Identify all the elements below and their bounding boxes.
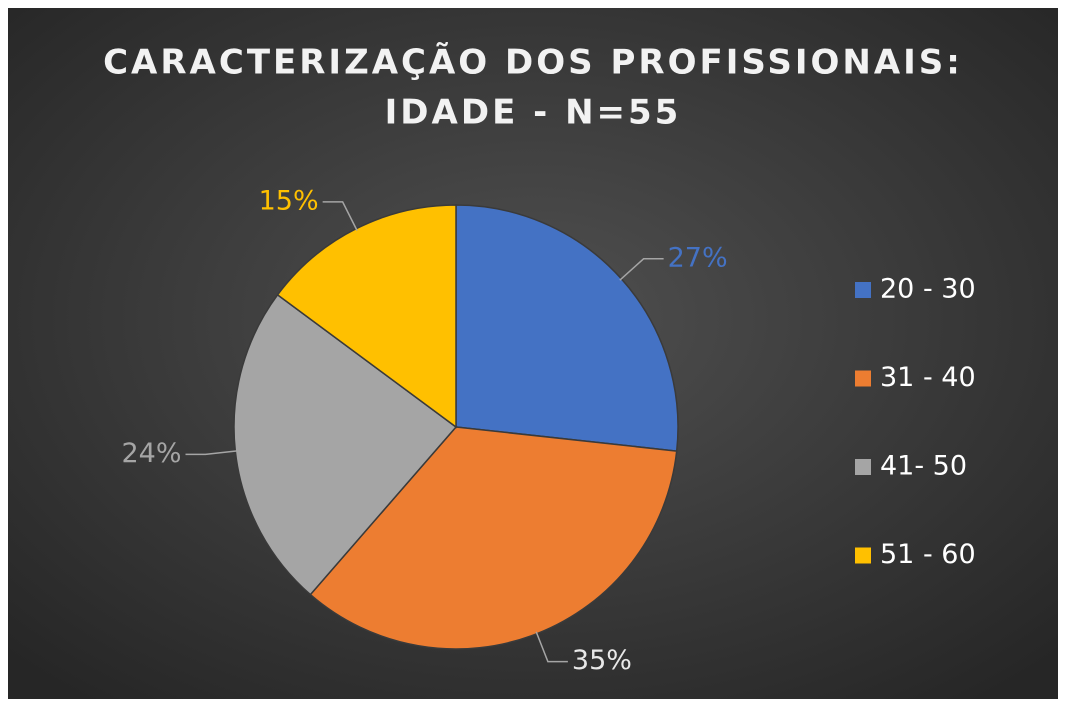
legend-swatch: [855, 547, 871, 564]
legend-swatch: [855, 282, 871, 298]
data-label: 15%: [259, 185, 319, 216]
leader-line: [535, 631, 568, 663]
leader-line: [322, 201, 358, 231]
legend-swatch: [855, 370, 871, 387]
chart-title: CARACTERIZAÇÃO DOS PROFISSIONAIS:: [103, 42, 963, 83]
legend-label: 31 - 40: [880, 362, 976, 393]
legend-label: 41- 50: [880, 451, 967, 482]
leader-line: [619, 258, 664, 281]
legend-label: 51 - 60: [880, 539, 976, 570]
data-label: 27%: [668, 242, 728, 273]
legend-swatch: [855, 459, 871, 475]
leader-line: [185, 450, 238, 456]
data-label: 24%: [121, 438, 181, 469]
chart-title: IDADE - N=55: [385, 93, 682, 133]
legend-label: 20 - 30: [880, 274, 976, 305]
data-label: 35%: [572, 645, 632, 676]
